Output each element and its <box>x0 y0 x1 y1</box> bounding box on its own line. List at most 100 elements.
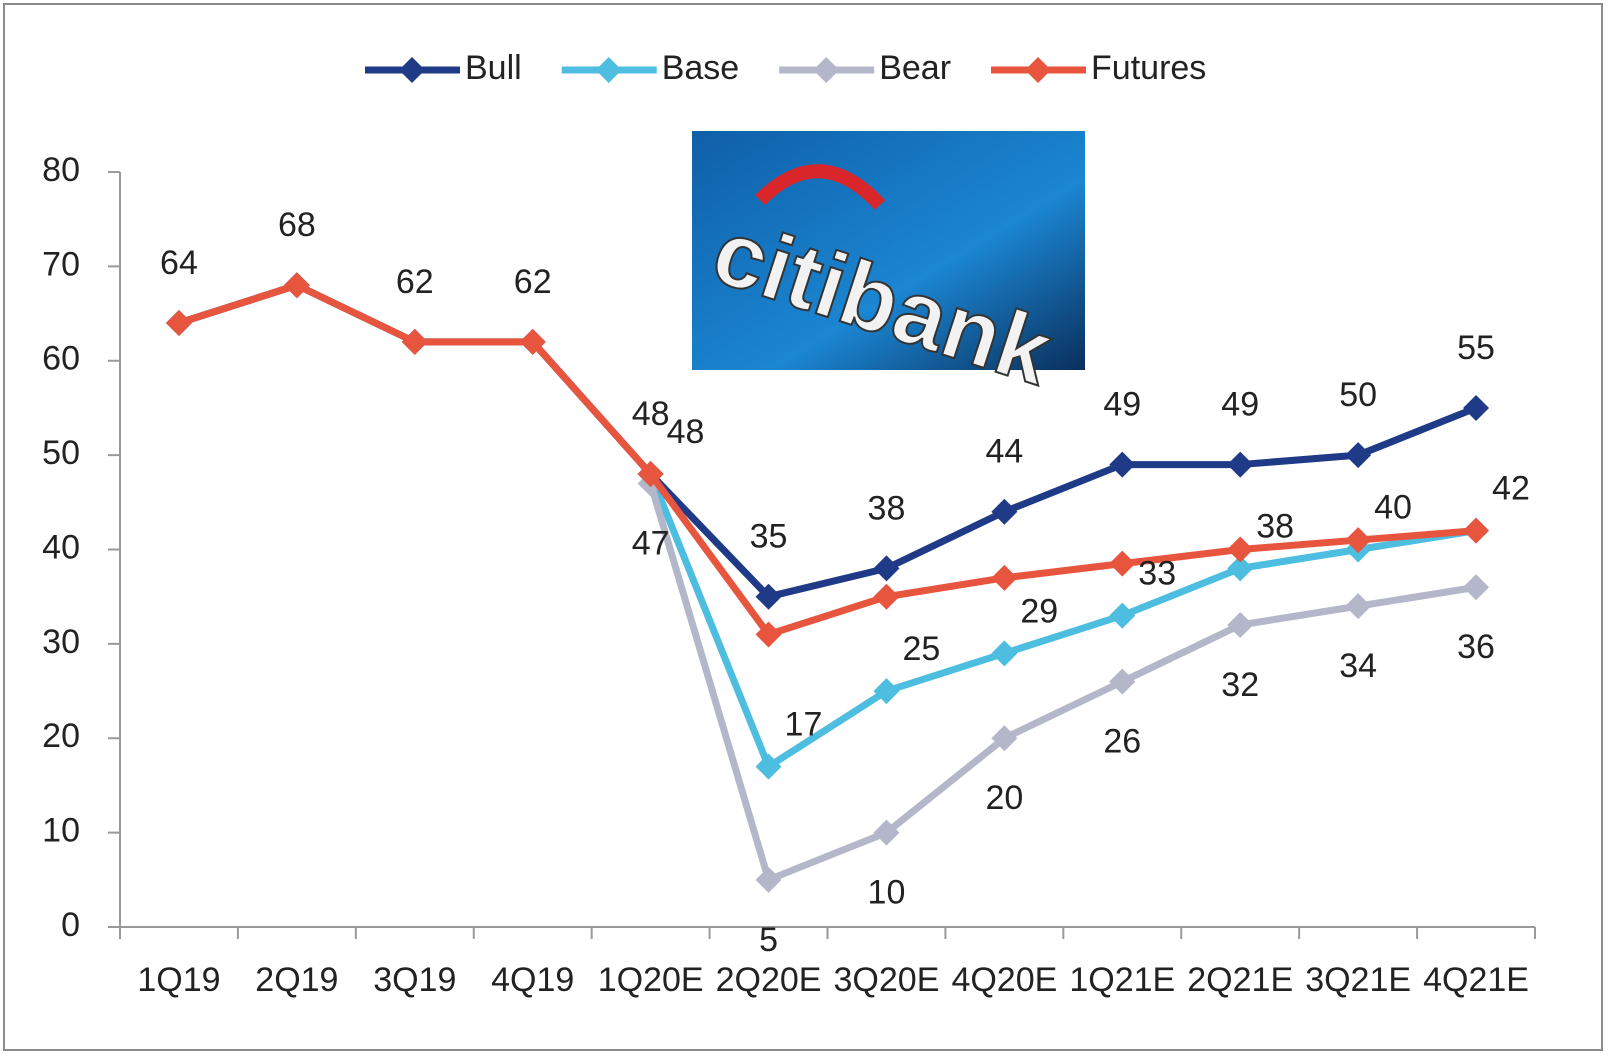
legend-item: Base <box>561 49 740 87</box>
data-label: 48 <box>667 413 705 451</box>
data-label: 40 <box>1374 488 1412 526</box>
data-label: 44 <box>985 433 1023 471</box>
y-tick-label: 30 <box>42 623 80 661</box>
data-label: 32 <box>1221 666 1259 704</box>
x-tick-label: 4Q21E <box>1423 961 1529 999</box>
data-label: 55 <box>1457 329 1495 367</box>
legend-item: Futures <box>991 49 1206 87</box>
point-marker <box>1227 536 1254 563</box>
point-marker <box>1345 593 1372 620</box>
point-marker <box>991 725 1018 752</box>
logo-arc <box>755 164 886 210</box>
data-label: 42 <box>1492 470 1530 508</box>
y-tick-label: 60 <box>42 340 80 378</box>
data-label: 26 <box>1103 723 1141 761</box>
x-tick-label: 3Q21E <box>1305 961 1411 999</box>
point-marker <box>755 583 782 610</box>
point-marker <box>401 328 428 355</box>
data-label: 49 <box>1221 386 1259 424</box>
point-marker <box>1227 612 1254 638</box>
data-label: 47 <box>632 524 670 562</box>
point-marker <box>283 272 310 299</box>
y-tick-label: 50 <box>42 434 80 472</box>
point-marker <box>1227 555 1254 582</box>
point-marker <box>755 621 782 648</box>
legend-item: Bear <box>779 49 951 87</box>
data-label: 62 <box>396 263 434 301</box>
data-label: 62 <box>514 263 552 301</box>
x-tick-label: 4Q19 <box>491 961 574 999</box>
legend-label: Base <box>662 49 740 87</box>
data-label: 33 <box>1138 555 1176 593</box>
point-marker <box>637 461 664 487</box>
legend-label: Bull <box>465 49 522 87</box>
data-label: 64 <box>160 244 198 282</box>
data-label: 35 <box>750 518 788 556</box>
data-label: 48 <box>632 395 670 433</box>
data-label: 17 <box>785 706 823 744</box>
point-marker <box>165 310 192 336</box>
point-marker <box>1463 517 1490 544</box>
y-tick-label: 0 <box>61 906 80 944</box>
photo: citibank <box>692 131 1085 406</box>
y-tick-label: 80 <box>42 151 80 189</box>
data-label: 25 <box>902 630 940 668</box>
legend-marker <box>595 57 622 83</box>
point-marker <box>873 555 900 582</box>
x-tick-label: 1Q19 <box>137 961 220 999</box>
point-marker <box>991 640 1018 667</box>
x-tick-label: 2Q21E <box>1187 961 1293 999</box>
point-marker <box>873 678 900 705</box>
series-line <box>647 472 1477 771</box>
point-marker <box>873 583 900 610</box>
data-label: 20 <box>985 779 1023 817</box>
legend-marker <box>1025 57 1052 83</box>
x-tick-label: 2Q19 <box>255 961 338 999</box>
point-marker <box>755 866 782 893</box>
point-marker <box>991 498 1018 525</box>
data-label: 36 <box>1457 628 1495 666</box>
data-label: 49 <box>1103 386 1141 424</box>
data-label: 29 <box>1020 592 1058 630</box>
x-tick-label: 1Q21E <box>1069 961 1175 999</box>
point-marker <box>1463 394 1490 421</box>
legend-label: Bear <box>879 49 951 87</box>
data-label: 5 <box>759 921 778 959</box>
point-marker <box>1109 602 1136 629</box>
point-marker <box>1463 574 1490 601</box>
point-marker <box>519 328 546 355</box>
photo-background <box>692 131 1085 370</box>
y-tick-label: 20 <box>42 717 80 755</box>
y-tick-label: 10 <box>42 812 80 850</box>
point-marker <box>1109 451 1136 478</box>
x-tick-label: 2Q20E <box>716 961 822 999</box>
legend-marker <box>813 57 840 83</box>
x-tick-label: 4Q20E <box>951 961 1057 999</box>
point-marker <box>991 564 1018 591</box>
point-marker <box>1345 527 1372 554</box>
point-marker <box>1345 442 1372 469</box>
point-marker <box>1227 451 1254 478</box>
data-label: 34 <box>1339 647 1377 685</box>
data-label: 10 <box>868 874 906 912</box>
series-line <box>177 281 1477 638</box>
x-tick-label: 3Q19 <box>373 961 456 999</box>
data-label: 68 <box>278 206 316 244</box>
y-tick-label: 40 <box>42 528 80 566</box>
legend-item: Bull <box>365 49 522 87</box>
point-marker <box>1109 668 1136 695</box>
x-tick-label: 1Q20E <box>598 961 704 999</box>
point-marker <box>755 753 782 780</box>
series-line <box>647 482 1477 884</box>
legend-marker <box>399 57 425 83</box>
legend-label: Futures <box>1091 49 1206 87</box>
data-label: 38 <box>1256 507 1294 545</box>
y-tick-label: 70 <box>42 245 80 283</box>
point-marker <box>1109 550 1136 577</box>
data-label: 50 <box>1339 376 1377 414</box>
point-marker <box>873 819 900 846</box>
x-tick-label: 3Q20E <box>834 961 940 999</box>
data-label: 38 <box>868 489 906 527</box>
